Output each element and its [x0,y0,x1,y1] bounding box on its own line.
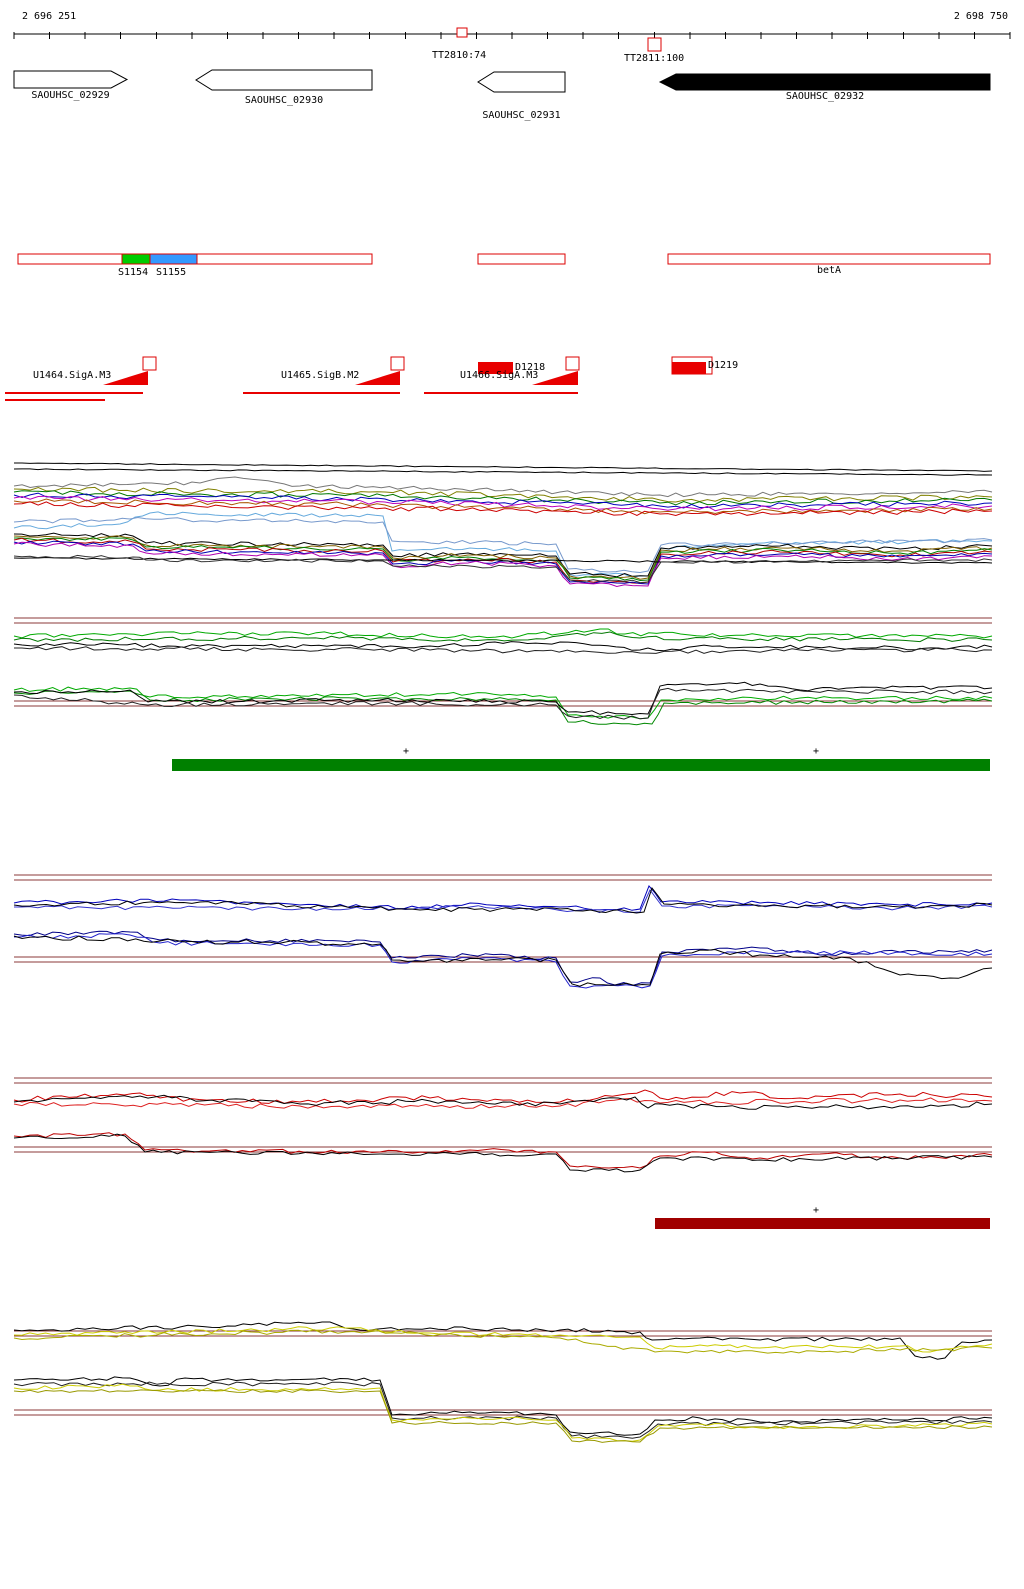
track-line-red [13,1133,993,1173]
track-line-all-conditions [13,476,993,498]
track-line-green-upper [13,628,993,639]
track-line-green-lower [13,690,993,726]
gene-label-saouhsc-02931: SAOUHSC_02931 [482,110,561,121]
terminator-marker [647,37,662,52]
gene-label-saouhsc-02932: SAOUHSC_02932 [785,91,865,102]
track-line-blue [13,930,993,987]
gene-label-saouhsc-02929: SAOUHSC_02929 [31,90,110,101]
track-line-blue [13,935,993,987]
track-line-all-conditions [13,535,993,580]
track-line-yellow [13,1381,993,1439]
track-line-yellow [13,1329,993,1354]
track-line-blue [13,885,993,911]
track-line-all-conditions [13,495,993,512]
track-line-all-conditions [13,541,993,588]
gene-label-saouhsc-02930: SAOUHSC_02930 [244,95,324,106]
track-line-blue [13,933,993,989]
tss-label-u1466: U1466.SigA.M3 [460,370,539,381]
track-line-yellow [13,1376,993,1436]
track-line-yellow [13,1326,993,1353]
feature-label-d1218: D1218 [515,362,546,373]
track-line-all-conditions [13,537,993,584]
track-line-all-conditions [13,468,993,476]
segment-label-s1154: S1154 [118,267,149,278]
track-line-green-upper [14,646,993,654]
track-line-red [13,1089,993,1104]
tss-flag [390,356,405,371]
plus-mark-green-bar-2: + [813,746,820,757]
track-line-all-conditions [13,554,993,584]
tss-flag [142,356,157,371]
tss-flag [565,356,580,371]
track-line-all-conditions [13,490,993,506]
srna-segment[interactable] [121,253,151,265]
track-line-all-conditions [13,492,993,509]
track-line-blue [13,886,993,914]
track-line-all-conditions [13,498,993,515]
tss-ramp [532,371,578,385]
feature-label-d1219: D1219 [708,360,739,371]
track-line-green-lower [13,681,993,716]
track-line-all-conditions [13,486,993,503]
transcript-box[interactable] [667,253,991,265]
transcript-box[interactable] [477,253,566,265]
gene-arrow-SAOUHSC_02929[interactable] [13,70,129,89]
downstream-feature-block [478,362,513,374]
track-line-all-conditions [14,462,993,472]
track-line-green-upper [13,631,993,643]
terminator-marker [456,27,468,38]
gene-arrow-SAOUHSC_02932[interactable] [658,73,991,91]
tss-label-u1465: U1465.SigB.M2 [281,370,360,381]
tss-label-u1464: U1464.SigA.M3 [33,370,112,381]
track-line-green-lower [13,687,993,720]
gene-arrow-SAOUHSC_02930[interactable] [195,69,373,91]
tss-ramp [355,371,400,385]
track-line-yellow [13,1321,993,1360]
downstream-feature-block [672,362,706,374]
ruler-start-label: 2 696 251 [22,11,77,22]
terminator-label-tt2811: TT2811:100 [624,53,685,64]
track-line-green-lower [13,686,993,720]
track-line-red [13,1132,993,1169]
tss-ramp [103,371,148,385]
track-line-red [13,1097,993,1109]
segment-label-s1155: S1155 [156,267,187,278]
plus-mark-green-bar-1: + [403,746,410,757]
terminator-label-tt2810: TT2810:74 [432,50,487,61]
track-line-all-conditions [13,516,993,574]
srna-segment[interactable] [149,253,198,265]
ruler-end-label: 2 698 750 [953,11,1008,22]
track-line-yellow [13,1389,993,1443]
gene-label-beta: betA [816,265,842,276]
darkred-coverage-bar[interactable] [655,1218,990,1229]
track-line-all-conditions [13,501,993,517]
plus-mark-darkred-bar: + [813,1205,820,1216]
track-line-all-conditions [13,556,993,564]
track-line-red [13,1094,993,1110]
green-coverage-bar[interactable] [172,759,990,771]
gene-arrow-SAOUHSC_02931[interactable] [477,71,566,93]
track-line-all-conditions [13,511,993,578]
